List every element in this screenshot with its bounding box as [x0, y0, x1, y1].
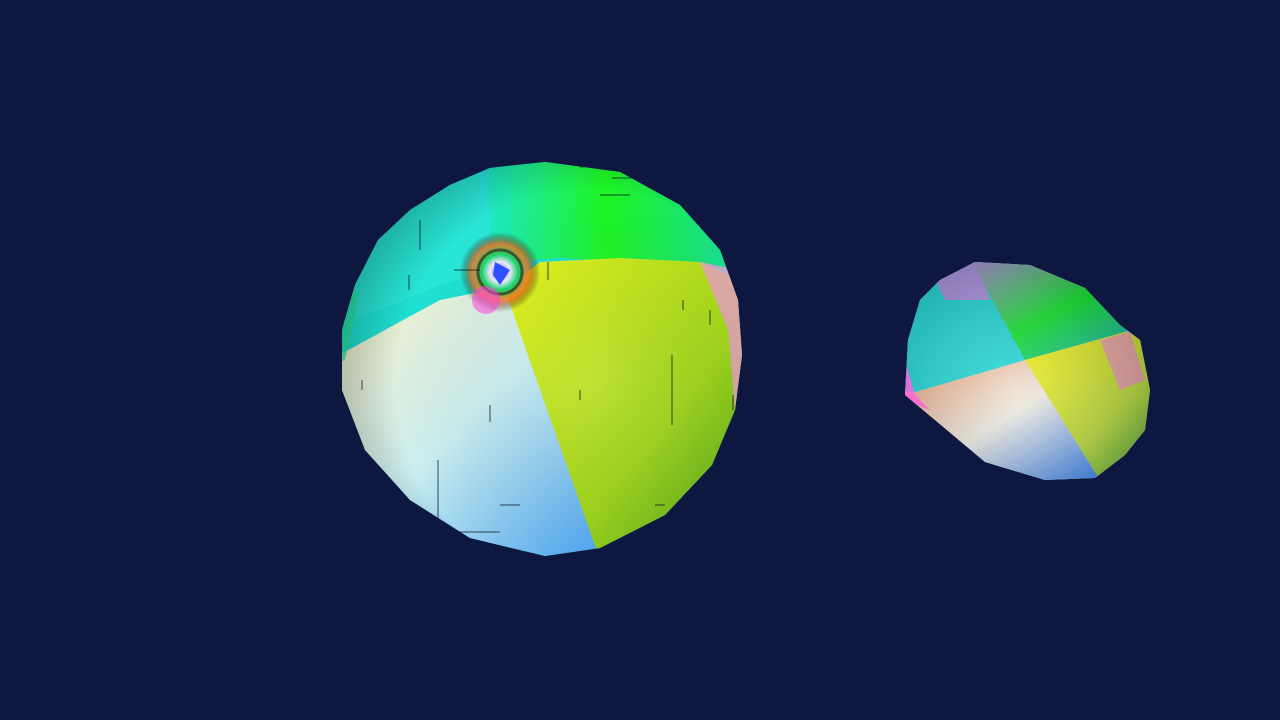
large-sphere-pole-ring: [476, 248, 524, 296]
large-sphere-shading: [342, 162, 742, 556]
small-sphere-rim: [905, 360, 930, 410]
large-sphere-pole-center: [493, 262, 510, 285]
large-sphere-seam-marks: [361, 166, 734, 533]
small-sphere-shading: [905, 262, 1150, 480]
large-sphere-pole-magenta: [472, 286, 500, 314]
small-sphere[interactable]: [900, 255, 1160, 485]
large-sphere[interactable]: [330, 150, 750, 570]
